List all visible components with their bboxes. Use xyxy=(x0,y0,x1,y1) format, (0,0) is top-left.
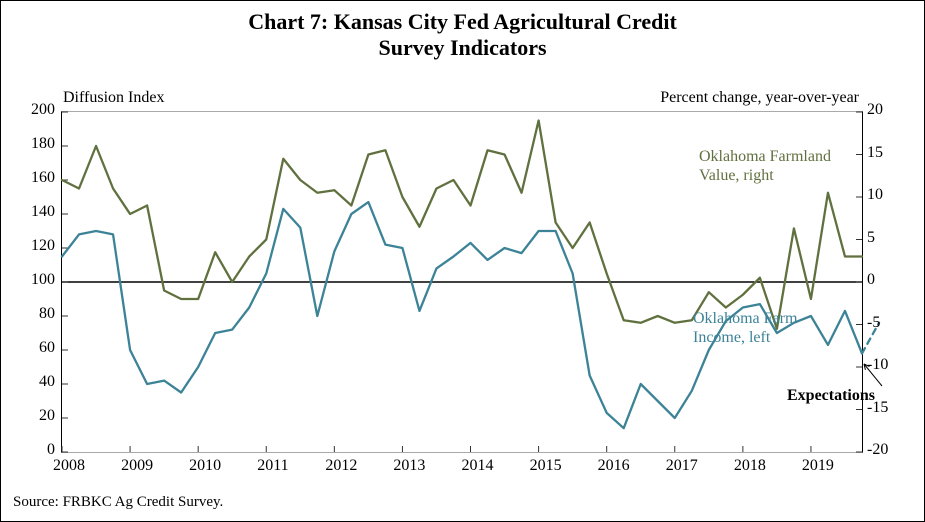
x-tick-label: 2016 xyxy=(598,457,630,475)
source-text: Source: FRBKC Ag Credit Survey. xyxy=(13,494,223,511)
y-left-tick-label: 140 xyxy=(17,203,55,221)
x-tick-label: 2009 xyxy=(121,457,153,475)
x-tick-label: 2019 xyxy=(802,457,834,475)
series-label-farmland-value: Oklahoma FarmlandValue, right xyxy=(699,147,831,185)
chart-title-line2: Survey Indicators xyxy=(1,35,924,61)
x-tick-label: 2011 xyxy=(257,457,288,475)
y-left-tick-label: 100 xyxy=(17,271,55,289)
y-left-tick-label: 200 xyxy=(17,101,55,119)
x-tick-label: 2010 xyxy=(189,457,221,475)
y-left-tick-label: 60 xyxy=(17,339,55,357)
series-label-line: Value, right xyxy=(699,166,831,185)
expectations-label: Expectations xyxy=(787,387,875,405)
y-left-tick-label: 160 xyxy=(17,169,55,187)
x-tick-label: 2013 xyxy=(393,457,425,475)
y-right-tick-label: -10 xyxy=(867,356,907,374)
chart-container: Chart 7: Kansas City Fed Agricultural Cr… xyxy=(0,0,925,522)
x-tick-label: 2015 xyxy=(530,457,562,475)
y-right-tick-label: 20 xyxy=(867,101,907,119)
series-label-line: Oklahoma Farmland xyxy=(699,147,831,166)
y-left-tick-label: 120 xyxy=(17,237,55,255)
series-label-line: Income, left xyxy=(693,328,797,347)
x-tick-label: 2014 xyxy=(462,457,494,475)
y-left-tick-label: 20 xyxy=(17,407,55,425)
x-tick-label: 2012 xyxy=(325,457,357,475)
x-tick-label: 2018 xyxy=(734,457,766,475)
y-left-tick-label: 40 xyxy=(17,373,55,391)
chart-title-line1: Chart 7: Kansas City Fed Agricultural Cr… xyxy=(1,9,924,35)
y-right-tick-label: -5 xyxy=(867,314,907,332)
chart-title: Chart 7: Kansas City Fed Agricultural Cr… xyxy=(1,9,924,62)
right-axis-label: Percent change, year-over-year xyxy=(660,89,859,107)
x-tick-label: 2008 xyxy=(53,457,85,475)
y-right-tick-label: 5 xyxy=(867,229,907,247)
y-right-tick-label: -20 xyxy=(867,441,907,459)
left-axis-label: Diffusion Index xyxy=(63,89,164,107)
y-right-tick-label: 0 xyxy=(867,271,907,289)
y-left-tick-label: 180 xyxy=(17,135,55,153)
series-label-line: Oklahoma Farm xyxy=(693,309,797,328)
series-label-farm-income: Oklahoma FarmIncome, left xyxy=(693,309,797,347)
y-right-tick-label: 10 xyxy=(867,186,907,204)
y-right-tick-label: 15 xyxy=(867,144,907,162)
y-left-tick-label: 0 xyxy=(17,441,55,459)
x-tick-label: 2017 xyxy=(666,457,698,475)
y-left-tick-label: 80 xyxy=(17,305,55,323)
